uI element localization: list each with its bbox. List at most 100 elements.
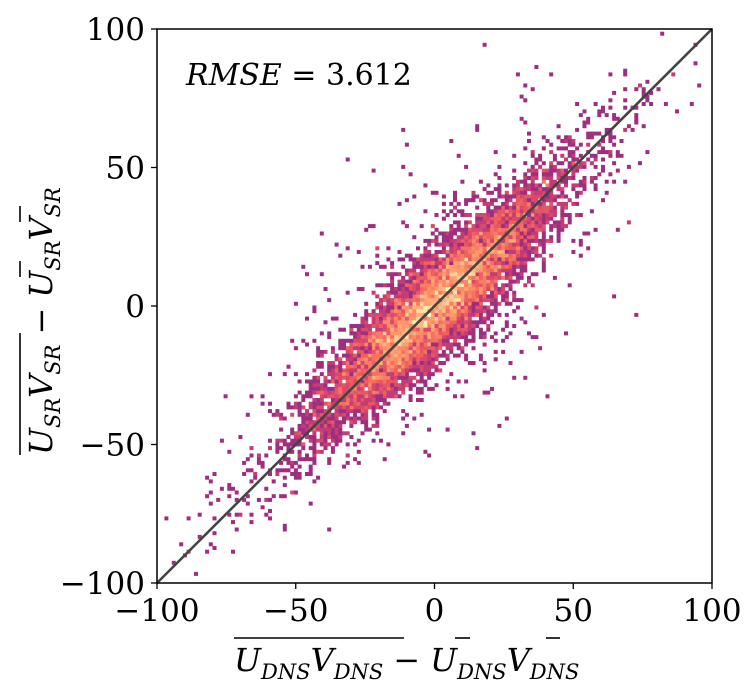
- histogram-bin: [478, 220, 483, 225]
- histogram-bin: [412, 268, 417, 273]
- histogram-bin: [427, 316, 432, 321]
- histogram-bin: [460, 394, 465, 399]
- histogram-bin: [601, 109, 605, 114]
- histogram-bin: [397, 324, 402, 328]
- histogram-bin: [375, 316, 380, 321]
- histogram-bin: [460, 312, 465, 317]
- histogram-bin: [334, 357, 339, 362]
- histogram-bin: [512, 187, 517, 192]
- histogram-bin: [493, 261, 498, 266]
- histogram-bin: [508, 272, 513, 277]
- histogram-bin: [360, 383, 365, 388]
- histogram-bin: [375, 420, 380, 425]
- histogram-bin: [456, 287, 461, 291]
- histogram-bin: [401, 320, 406, 325]
- histogram-bin: [467, 320, 472, 325]
- histogram-bin: [356, 349, 361, 354]
- histogram-bin: [382, 364, 387, 369]
- histogram-bin: [638, 161, 642, 166]
- histogram-bin: [419, 257, 424, 262]
- histogram-bin: [364, 368, 369, 373]
- histogram-bin: [449, 283, 454, 288]
- histogram-bin: [334, 427, 339, 432]
- histogram-bin: [286, 401, 291, 406]
- histogram-bin: [475, 275, 480, 280]
- histogram-bin: [438, 338, 443, 343]
- histogram-bin: [408, 253, 413, 258]
- histogram-bin: [571, 161, 576, 166]
- histogram-bin: [441, 301, 446, 306]
- histogram-bin: [445, 346, 450, 351]
- histogram-bin: [467, 250, 472, 254]
- histogram-bin: [519, 190, 524, 195]
- histogram-bin: [379, 309, 383, 314]
- histogram-bin: [316, 398, 321, 402]
- histogram-bin: [464, 353, 469, 358]
- histogram-bin: [316, 438, 321, 443]
- histogram-bin: [523, 261, 528, 266]
- histogram-bin: [382, 327, 387, 332]
- histogram-bin: [530, 201, 535, 206]
- histogram-bin: [478, 213, 483, 217]
- histogram-bin: [338, 431, 343, 436]
- x-label-v2-sub: DNS: [529, 660, 580, 684]
- x-axis-label: UDNSVDNS − UDNSVDNS: [234, 637, 580, 684]
- histogram-bin: [397, 349, 402, 354]
- histogram-bin: [338, 361, 343, 365]
- histogram-bin: [571, 176, 576, 180]
- histogram-bin: [493, 238, 498, 243]
- histogram-bin: [493, 290, 498, 295]
- histogram-bin: [453, 268, 457, 273]
- histogram-bin: [349, 357, 354, 362]
- histogram-bin: [475, 312, 480, 317]
- histogram-bin: [449, 279, 454, 284]
- histogram-bin: [319, 349, 324, 354]
- histogram-bin: [430, 238, 435, 243]
- histogram-bin: [575, 201, 580, 206]
- histogram-bin: [371, 316, 376, 321]
- histogram-bin: [567, 216, 572, 221]
- histogram-bin: [493, 205, 498, 210]
- histogram-bin: [449, 372, 454, 377]
- histogram-bin: [375, 383, 380, 388]
- histogram-bin: [301, 423, 306, 428]
- histogram-bin: [449, 290, 454, 295]
- histogram-bin: [460, 335, 465, 340]
- histogram-bin: [356, 383, 361, 388]
- histogram-bin: [478, 309, 483, 314]
- histogram-bin: [371, 331, 376, 336]
- histogram-bin: [393, 290, 398, 295]
- histogram-bin: [482, 198, 487, 203]
- histogram-bin: [401, 312, 406, 317]
- histogram-bin: [471, 283, 476, 288]
- histogram-bin: [438, 283, 443, 288]
- histogram-bin: [519, 94, 524, 99]
- histogram-bin: [530, 235, 535, 240]
- histogram-bin: [575, 127, 580, 132]
- histogram-bin: [467, 305, 472, 310]
- histogram-bin: [293, 431, 298, 436]
- histogram-bin: [508, 220, 513, 225]
- histogram-bin: [560, 201, 565, 206]
- histogram-bin: [493, 220, 498, 225]
- histogram-bin: [464, 264, 469, 269]
- histogram-bin: [312, 420, 317, 425]
- histogram-bin: [260, 464, 265, 469]
- histogram-bin: [623, 72, 628, 77]
- histogram-bin: [527, 279, 531, 284]
- histogram-bin: [445, 235, 450, 240]
- histogram-bin: [538, 201, 543, 206]
- histogram-bin: [527, 183, 531, 188]
- histogram-bin: [523, 198, 528, 203]
- histogram-bin: [541, 201, 546, 206]
- histogram-bin: [379, 349, 383, 354]
- histogram-bin: [367, 386, 372, 391]
- histogram-bin: [323, 401, 328, 406]
- histogram-bin: [412, 272, 417, 277]
- histogram-bin: [397, 294, 402, 299]
- histogram-bin: [482, 246, 487, 251]
- histogram-bin: [323, 423, 328, 428]
- histogram-bin: [386, 353, 391, 358]
- histogram-bin: [545, 209, 550, 214]
